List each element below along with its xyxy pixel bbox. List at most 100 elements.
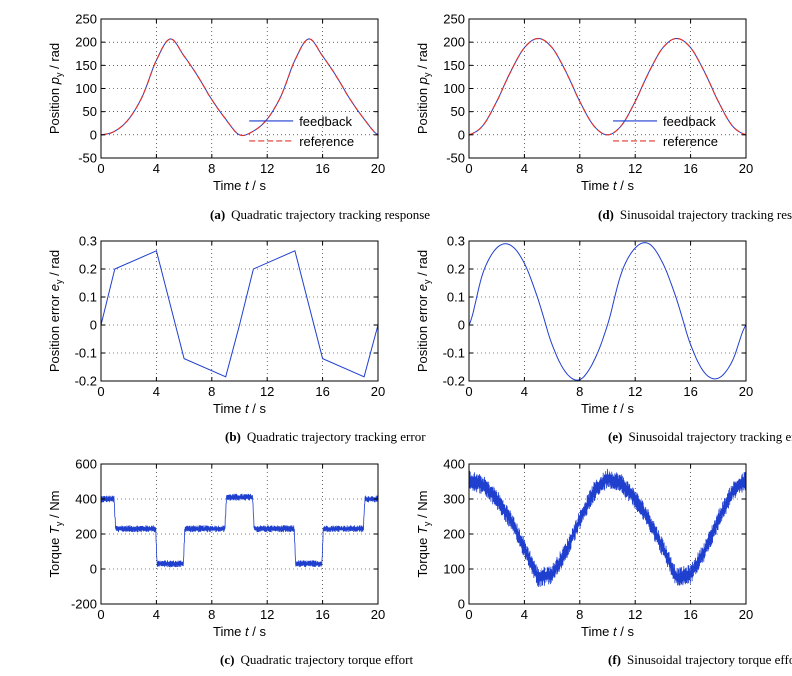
panel-caption: (e)Sinusoidal trajectory tracking error — [608, 429, 792, 444]
x-tick-label: 4 — [521, 384, 528, 399]
y-tick-label: 0.3 — [79, 234, 97, 249]
legend: feedback reference — [613, 114, 718, 149]
x-tick-label: 16 — [315, 384, 329, 399]
x-tick-label: 12 — [628, 384, 642, 399]
legend: feedback reference — [249, 114, 354, 149]
y-axis-label: Torque Ty / Nm — [47, 491, 64, 578]
x-tick-label: 0 — [97, 384, 104, 399]
x-tick-label: 4 — [153, 607, 160, 622]
x-axis-label: Time t / s — [213, 178, 266, 193]
y-tick-label: -0.2 — [75, 374, 97, 389]
y-tick-label: -0.2 — [443, 374, 465, 389]
x-tick-label: 4 — [153, 384, 160, 399]
y-tick-label: 50 — [83, 104, 97, 119]
panel-caption: (f) Sinusoidal trajectory torque effort — [608, 652, 792, 667]
x-tick-label: 0 — [465, 161, 472, 176]
plot-area — [101, 250, 378, 378]
y-axis-label: Torque Ty / Nm — [415, 491, 432, 578]
panel-caption: (d)Sinusoidal trajectory tracking respon… — [598, 207, 792, 222]
y-tick-label: 300 — [443, 492, 465, 507]
y-tick-label: 0.3 — [447, 234, 465, 249]
x-tick-label: 16 — [683, 607, 697, 622]
series-line-data — [101, 250, 378, 378]
x-tick-label: 8 — [208, 384, 215, 399]
x-tick-label: 8 — [576, 161, 583, 176]
axes-box — [100, 240, 379, 382]
x-tick-label: 20 — [371, 384, 385, 399]
y-tick-label: 0 — [90, 562, 97, 577]
y-tick-label: 0 — [458, 318, 465, 333]
x-tick-label: 8 — [208, 607, 215, 622]
plot-area — [101, 493, 378, 568]
x-tick-label: 20 — [739, 161, 753, 176]
x-tick-label: 8 — [576, 384, 583, 399]
x-tick-label: 16 — [683, 161, 697, 176]
y-axis-label: Position py / rad — [47, 43, 64, 134]
y-tick-label: 50 — [451, 104, 465, 119]
x-tick-label: 12 — [628, 161, 642, 176]
y-tick-label: 0 — [90, 318, 97, 333]
y-tick-label: -50 — [446, 151, 465, 166]
x-tick-label: 12 — [260, 607, 274, 622]
y-tick-label: 0 — [458, 597, 465, 612]
y-tick-label: 400 — [75, 492, 97, 507]
series-line-data — [469, 468, 746, 588]
axes-box — [468, 240, 747, 382]
y-tick-label: 0 — [458, 127, 465, 142]
x-tick-label: 16 — [315, 607, 329, 622]
y-tick-label: 150 — [443, 58, 465, 73]
x-tick-label: 20 — [739, 384, 753, 399]
series-line-data — [469, 242, 746, 381]
plot-area — [469, 468, 746, 588]
x-axis-label: Time t / s — [581, 178, 634, 193]
y-tick-label: 0.2 — [79, 262, 97, 277]
axes-box — [100, 463, 379, 605]
y-tick-label: 100 — [443, 81, 465, 96]
x-tick-label: 4 — [521, 607, 528, 622]
x-tick-label: 20 — [371, 607, 385, 622]
y-tick-label: 200 — [443, 35, 465, 50]
x-axis-label: Time t / s — [581, 624, 634, 639]
x-tick-label: 12 — [628, 607, 642, 622]
chart-b: 0 4 8 12 16 20 -0.2 -0.1 0 0.1 0.2 0.3 Time t / s Pos… — [47, 234, 426, 445]
y-tick-label: 0.2 — [447, 262, 465, 277]
plot-area — [469, 242, 746, 381]
plot-area — [469, 37, 746, 136]
x-axis-label: Time t / s — [213, 401, 266, 416]
x-tick-label: 4 — [153, 161, 160, 176]
x-tick-label: 8 — [208, 161, 215, 176]
y-axis-label: Position error ey / rad — [47, 250, 64, 372]
y-tick-label: -50 — [78, 151, 97, 166]
panel-caption: (b) Quadratic trajectory tracking error — [225, 429, 426, 444]
y-tick-label: 0.1 — [79, 290, 97, 305]
y-tick-label: -0.1 — [443, 346, 465, 361]
y-tick-label: -0.1 — [75, 346, 97, 361]
y-axis-label: Position py / rad — [415, 43, 432, 134]
y-tick-label: 200 — [443, 527, 465, 542]
legend-label-reference: reference — [299, 134, 354, 149]
panel-caption: (c) Quadratic trajectory torque effort — [220, 652, 413, 667]
legend-label-feedback: feedback — [299, 114, 352, 129]
y-tick-label: 400 — [443, 457, 465, 472]
x-axis-label: Time t / s — [213, 624, 266, 639]
series-line-reference — [469, 37, 746, 136]
plot-area — [101, 38, 378, 137]
panel-caption: (a) Quadratic trajectory tracking respons… — [210, 207, 430, 222]
x-tick-label: 0 — [465, 607, 472, 622]
x-tick-label: 20 — [739, 607, 753, 622]
chart-e: 0 4 8 12 16 20 -0.2 -0.1 0 0.1 0.2 0.3 Time t / s Pos… — [415, 234, 792, 445]
x-tick-label: 12 — [260, 384, 274, 399]
x-tick-label: 12 — [260, 161, 274, 176]
x-tick-label: 16 — [315, 161, 329, 176]
y-tick-label: 100 — [443, 562, 465, 577]
x-tick-label: 4 — [521, 161, 528, 176]
y-tick-label: 0.1 — [447, 290, 465, 305]
y-tick-label: 250 — [75, 12, 97, 27]
y-tick-label: 150 — [75, 58, 97, 73]
legend-label-feedback: feedback — [663, 114, 716, 129]
x-tick-label: 0 — [465, 384, 472, 399]
y-tick-label: 200 — [75, 527, 97, 542]
